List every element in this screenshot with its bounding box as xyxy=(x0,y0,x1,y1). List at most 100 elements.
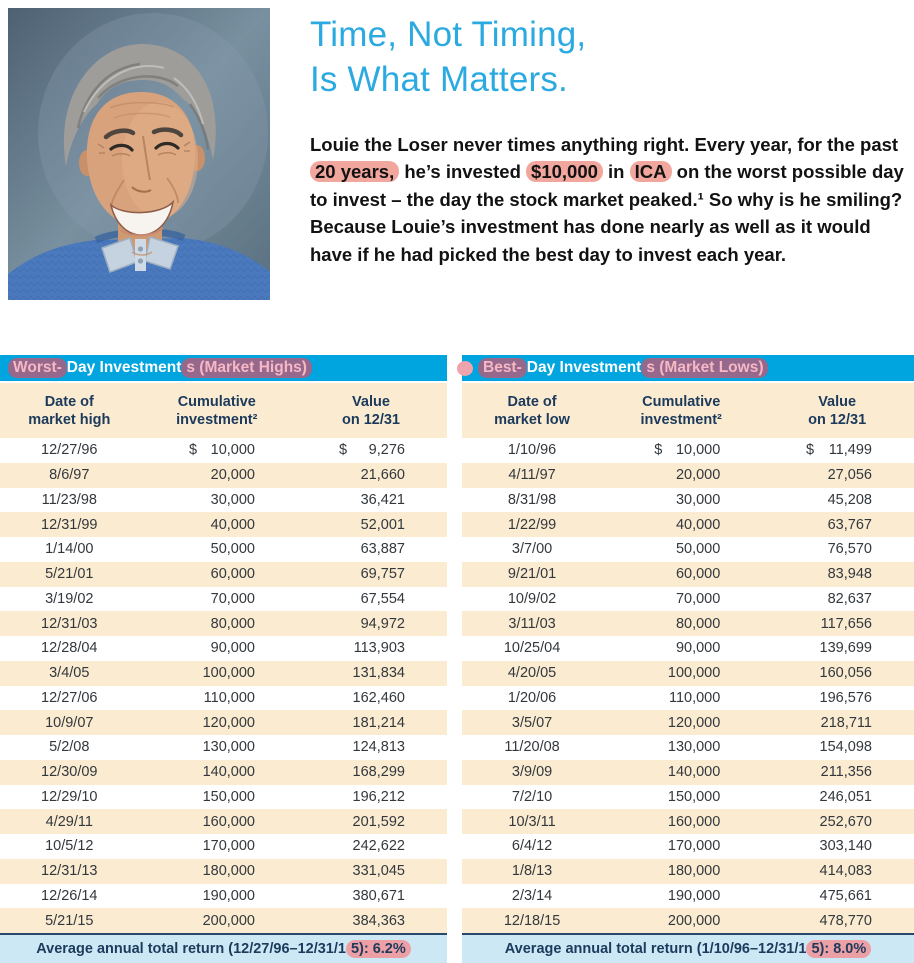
value-cell: 162,460 xyxy=(352,689,405,706)
text-segment: he’s invested xyxy=(399,161,527,183)
date-cell: 7/2/10 xyxy=(511,788,553,805)
date-cell: 12/30/09 xyxy=(41,764,98,781)
table-row: 12/27/96 $10,000 $9,276 xyxy=(0,438,447,463)
cumulative-cell: 110,000 xyxy=(203,689,255,706)
cumulative-cell: 190,000 xyxy=(202,887,255,904)
table-row: 10/3/11 160,000 252,670 xyxy=(462,809,914,834)
date-cell: 12/27/96 xyxy=(41,442,98,459)
page-title: Time, Not Timing, Is What Matters. xyxy=(310,12,586,102)
value-cell: 160,056 xyxy=(819,665,872,682)
table-row: 1/8/13 180,000 414,083 xyxy=(462,858,914,884)
worst-day-rows: 12/27/96 $10,000 $9,276 8/6/97 20,000 21,660 1… xyxy=(0,438,447,933)
value-cell: 303,140 xyxy=(819,838,872,855)
table-row: 12/28/04 90,000 113,903 xyxy=(0,636,447,661)
column-header: Date of market low xyxy=(494,393,570,428)
date-cell: 12/27/06 xyxy=(41,689,98,706)
cumulative-cell: $10,000 xyxy=(602,442,760,458)
date-cell: 3/5/07 xyxy=(511,714,553,731)
date-cell: 2/3/14 xyxy=(511,887,553,904)
table-row: 1/14/00 50,000 63,887 xyxy=(0,537,447,562)
worst-day-table-title: Worst- Day Investment s (Market Highs) xyxy=(0,355,447,383)
table-row: 10/25/04 90,000 139,699 xyxy=(462,636,914,661)
table-row: 7/2/10 150,000 246,051 xyxy=(462,785,914,810)
highlighted-text: 20 years, xyxy=(310,161,400,183)
value-cell: 475,661 xyxy=(819,887,872,904)
date-cell: 1/8/13 xyxy=(511,863,553,880)
best-day-average-return: Average annual total return (1/10/96–12/… xyxy=(462,933,914,963)
date-cell: 8/6/97 xyxy=(49,467,90,484)
table-row: 3/9/09 140,000 211,356 xyxy=(462,759,914,785)
cumulative-cell: 150,000 xyxy=(202,788,255,805)
best-day-table-title: Best- Day Investment s (Market Lows) xyxy=(457,355,914,383)
cumulative-cell: 160,000 xyxy=(667,813,721,830)
value-cell: 246,051 xyxy=(819,788,872,805)
value-cell: 83,948 xyxy=(827,566,872,583)
text-segment: on the worst possible day to invest – th… xyxy=(310,161,904,265)
cumulative-cell: 130,000 xyxy=(667,739,721,756)
table-row: 4/20/05 100,000 160,056 xyxy=(462,660,914,686)
louie-photo xyxy=(8,8,270,300)
highlighted-text: Worst- xyxy=(8,358,67,378)
value-cell: 131,834 xyxy=(352,665,405,682)
date-cell: 3/7/00 xyxy=(511,541,553,558)
highlighted-text: s (Market Lows) xyxy=(641,358,769,378)
date-cell: 1/10/96 xyxy=(507,442,557,459)
table-row: 12/18/15 200,000 478,770 xyxy=(462,908,914,933)
value-cell: 252,670 xyxy=(819,813,872,830)
currency-amount: $11,499 xyxy=(805,442,872,459)
page-title-line1: Time, Not Timing, xyxy=(310,15,587,54)
table-row: 4/29/11 160,000 201,592 xyxy=(0,809,447,834)
smile xyxy=(109,199,175,236)
table-row: 3/11/03 80,000 117,656 xyxy=(462,611,914,636)
shirt-button xyxy=(137,246,144,252)
value-cell: 211,356 xyxy=(820,764,872,781)
value-cell: 196,576 xyxy=(819,689,872,706)
value-cell: 380,671 xyxy=(352,887,405,904)
value-cell: 181,214 xyxy=(352,714,405,731)
date-cell: 1/22/99 xyxy=(507,516,557,533)
date-cell: 12/31/13 xyxy=(41,863,98,880)
table-row: 1/22/99 40,000 63,767 xyxy=(462,512,914,537)
value-cell: 63,767 xyxy=(827,516,872,533)
date-cell: 3/4/05 xyxy=(49,665,90,682)
highlighted-text: s (Market Highs) xyxy=(181,358,312,378)
highlighted-text: Best- xyxy=(478,358,527,378)
cumulative-cell: 130,000 xyxy=(202,739,255,756)
cumulative-cell: 120,000 xyxy=(202,714,255,731)
date-cell: 3/11/03 xyxy=(508,615,556,632)
date-cell: 3/19/02 xyxy=(45,590,94,607)
table-row: 12/29/10 150,000 196,212 xyxy=(0,785,447,810)
shirt-button xyxy=(137,258,144,264)
cumulative-cell: 160,000 xyxy=(202,813,255,830)
table-row: 1/20/06 110,000 196,576 xyxy=(462,686,914,711)
date-cell: 12/18/15 xyxy=(503,912,561,929)
table-row: 12/31/13 180,000 331,045 xyxy=(0,858,447,884)
column-header: Cumulative investment² xyxy=(176,393,258,428)
table-row: 3/19/02 70,000 67,554 xyxy=(0,587,447,612)
currency-amount: $10,000 xyxy=(654,442,721,459)
value-cell: 168,299 xyxy=(352,764,405,781)
value-cell: 94,972 xyxy=(360,615,405,632)
table-row: 10/5/12 170,000 242,622 xyxy=(0,834,447,859)
table-row: 3/7/00 50,000 76,570 xyxy=(462,537,914,562)
value-cell: 384,363 xyxy=(352,912,405,929)
highlighter-blob xyxy=(457,361,473,376)
cumulative-cell: 70,000 xyxy=(210,590,255,607)
cumulative-cell: $10,000 xyxy=(139,442,295,458)
text-segment: Louie the Loser never times anything rig… xyxy=(310,134,899,155)
date-cell: 10/5/12 xyxy=(45,838,94,855)
value-cell: 36,421 xyxy=(360,491,405,508)
best-day-column-headers: Date of market low Cumulative investment² Va… xyxy=(462,383,914,438)
highlighted-text: ICA xyxy=(629,161,672,183)
date-cell: 11/23/98 xyxy=(41,491,97,508)
cumulative-cell: 140,000 xyxy=(202,764,255,781)
value-cell: 76,570 xyxy=(827,541,872,558)
value-cell: 196,212 xyxy=(352,788,405,805)
table-row: 3/5/07 120,000 218,711 xyxy=(462,710,914,735)
table-row: 12/31/03 80,000 94,972 xyxy=(0,611,447,636)
date-cell: 9/21/01 xyxy=(507,566,557,583)
column-header: Value on 12/31 xyxy=(341,393,400,428)
cumulative-cell: 170,000 xyxy=(202,838,255,855)
table-row: 4/11/97 20,000 27,056 xyxy=(462,462,914,488)
cumulative-cell: 190,000 xyxy=(667,887,721,904)
